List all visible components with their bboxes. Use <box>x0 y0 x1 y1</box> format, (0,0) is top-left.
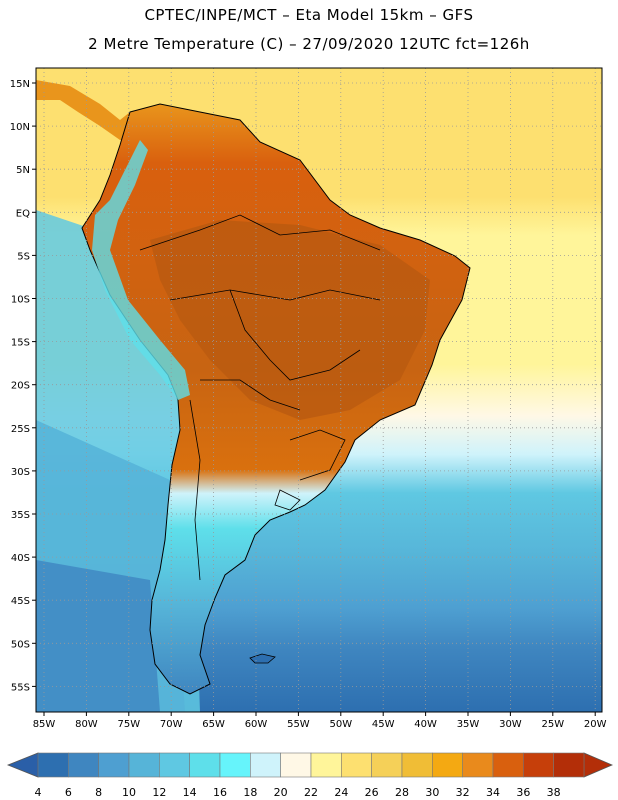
colorbar-label: 32 <box>456 786 470 799</box>
country-borders <box>139 214 381 581</box>
lon-label: 20W <box>584 719 607 730</box>
lat-label: 15S <box>11 338 30 349</box>
colorbar-label: 28 <box>395 786 409 799</box>
colorbar-label: 18 <box>243 786 257 799</box>
lat-label: 5S <box>17 251 30 262</box>
colorbar-label: 12 <box>152 786 166 799</box>
map-frame <box>35 67 603 713</box>
graticule <box>36 68 602 712</box>
colorbar-segment <box>68 752 99 778</box>
colorbar-segment <box>37 752 69 778</box>
colorbar-segment <box>280 752 312 778</box>
pacific-polar-band <box>36 560 160 712</box>
colorbar-label: 36 <box>516 786 530 799</box>
andes-strip <box>92 140 190 400</box>
lon-label: 45W <box>372 719 395 730</box>
lon-label: 25W <box>541 719 564 730</box>
colorbar-label: 20 <box>274 786 288 799</box>
colorbar-segment <box>341 752 372 778</box>
colorbar-label: 34 <box>486 786 500 799</box>
colorbar-segment <box>189 752 221 778</box>
lat-label: 10S <box>11 295 30 306</box>
lon-label: 30W <box>499 719 522 730</box>
lat-label: 10N <box>10 122 30 133</box>
lat-label: 30S <box>11 467 30 478</box>
title-line-1: CPTEC/INPE/MCT – Eta Model 15km – GFS <box>144 6 474 24</box>
lat-label: 40S <box>11 553 30 564</box>
interior-hot-core <box>150 220 430 420</box>
colorbar-label: 4 <box>35 786 42 799</box>
lat-label: 25S <box>11 424 30 435</box>
lon-label: 75W <box>117 719 140 730</box>
lon-label: 80W <box>75 719 98 730</box>
colorbar-label: 6 <box>65 786 72 799</box>
colorbar-segment <box>128 752 160 778</box>
colorbar-segment <box>401 752 433 778</box>
colorbar-segment <box>432 752 463 778</box>
map-area <box>36 68 602 712</box>
lat-label: 35S <box>11 510 30 521</box>
lon-label: 35W <box>457 719 480 730</box>
lat-label: 15N <box>10 79 30 90</box>
colorbar-low-arrow <box>6 752 39 778</box>
colorbar-label: 8 <box>95 786 102 799</box>
lat-label: EQ <box>16 208 30 219</box>
lat-label: 55S <box>11 682 30 693</box>
lon-label: 60W <box>245 719 268 730</box>
colorbar-label: 14 <box>183 786 197 799</box>
lat-label: 50S <box>11 639 30 650</box>
colorbar-label: 38 <box>547 786 561 799</box>
lat-label: 5N <box>16 165 30 176</box>
colorbar-label: 26 <box>365 786 379 799</box>
latitude-labels: 15N 10N 5N EQ 5S 10S 15S 20S 25S 30S 35S 40S 45S 50S 5… <box>10 79 36 693</box>
colorbar-segment <box>462 752 494 778</box>
lon-label: 65W <box>202 719 225 730</box>
lon-label: 70W <box>160 719 183 730</box>
colorbar-label: 30 <box>425 786 439 799</box>
colorbar-segment <box>523 752 554 778</box>
colorbar-segment <box>492 752 524 778</box>
lat-label: 45S <box>11 596 30 607</box>
lon-label: 55W <box>287 719 310 730</box>
lon-label: 50W <box>329 719 352 730</box>
colorbar-high-arrow <box>583 752 614 778</box>
colorbar-segment <box>159 752 190 778</box>
colorbar-segment <box>250 752 281 778</box>
title-line-2: 2 Metre Temperature (C) – 27/09/2020 12U… <box>88 35 530 53</box>
colorbar-segment <box>98 752 130 778</box>
colorbar: 4 6 8 10 12 14 16 18 20 22 24 26 28 30 32 34 36 38 <box>6 752 614 799</box>
colorbar-segment <box>553 752 585 778</box>
central-america-land <box>36 80 150 140</box>
colorbar-segment <box>371 752 403 778</box>
colorbar-label: 24 <box>334 786 348 799</box>
colorbar-label: 10 <box>122 786 136 799</box>
colorbar-segment <box>310 752 342 778</box>
colorbar-segment <box>219 752 251 778</box>
colorbar-label: 16 <box>213 786 227 799</box>
longitude-labels: 85W 80W 75W 70W 65W 60W 55W 50W 45W 40W 35W 30W 25W 2… <box>33 712 607 730</box>
lon-label: 40W <box>414 719 437 730</box>
lat-label: 20S <box>11 381 30 392</box>
lon-label: 85W <box>33 719 56 730</box>
colorbar-label: 22 <box>304 786 318 799</box>
